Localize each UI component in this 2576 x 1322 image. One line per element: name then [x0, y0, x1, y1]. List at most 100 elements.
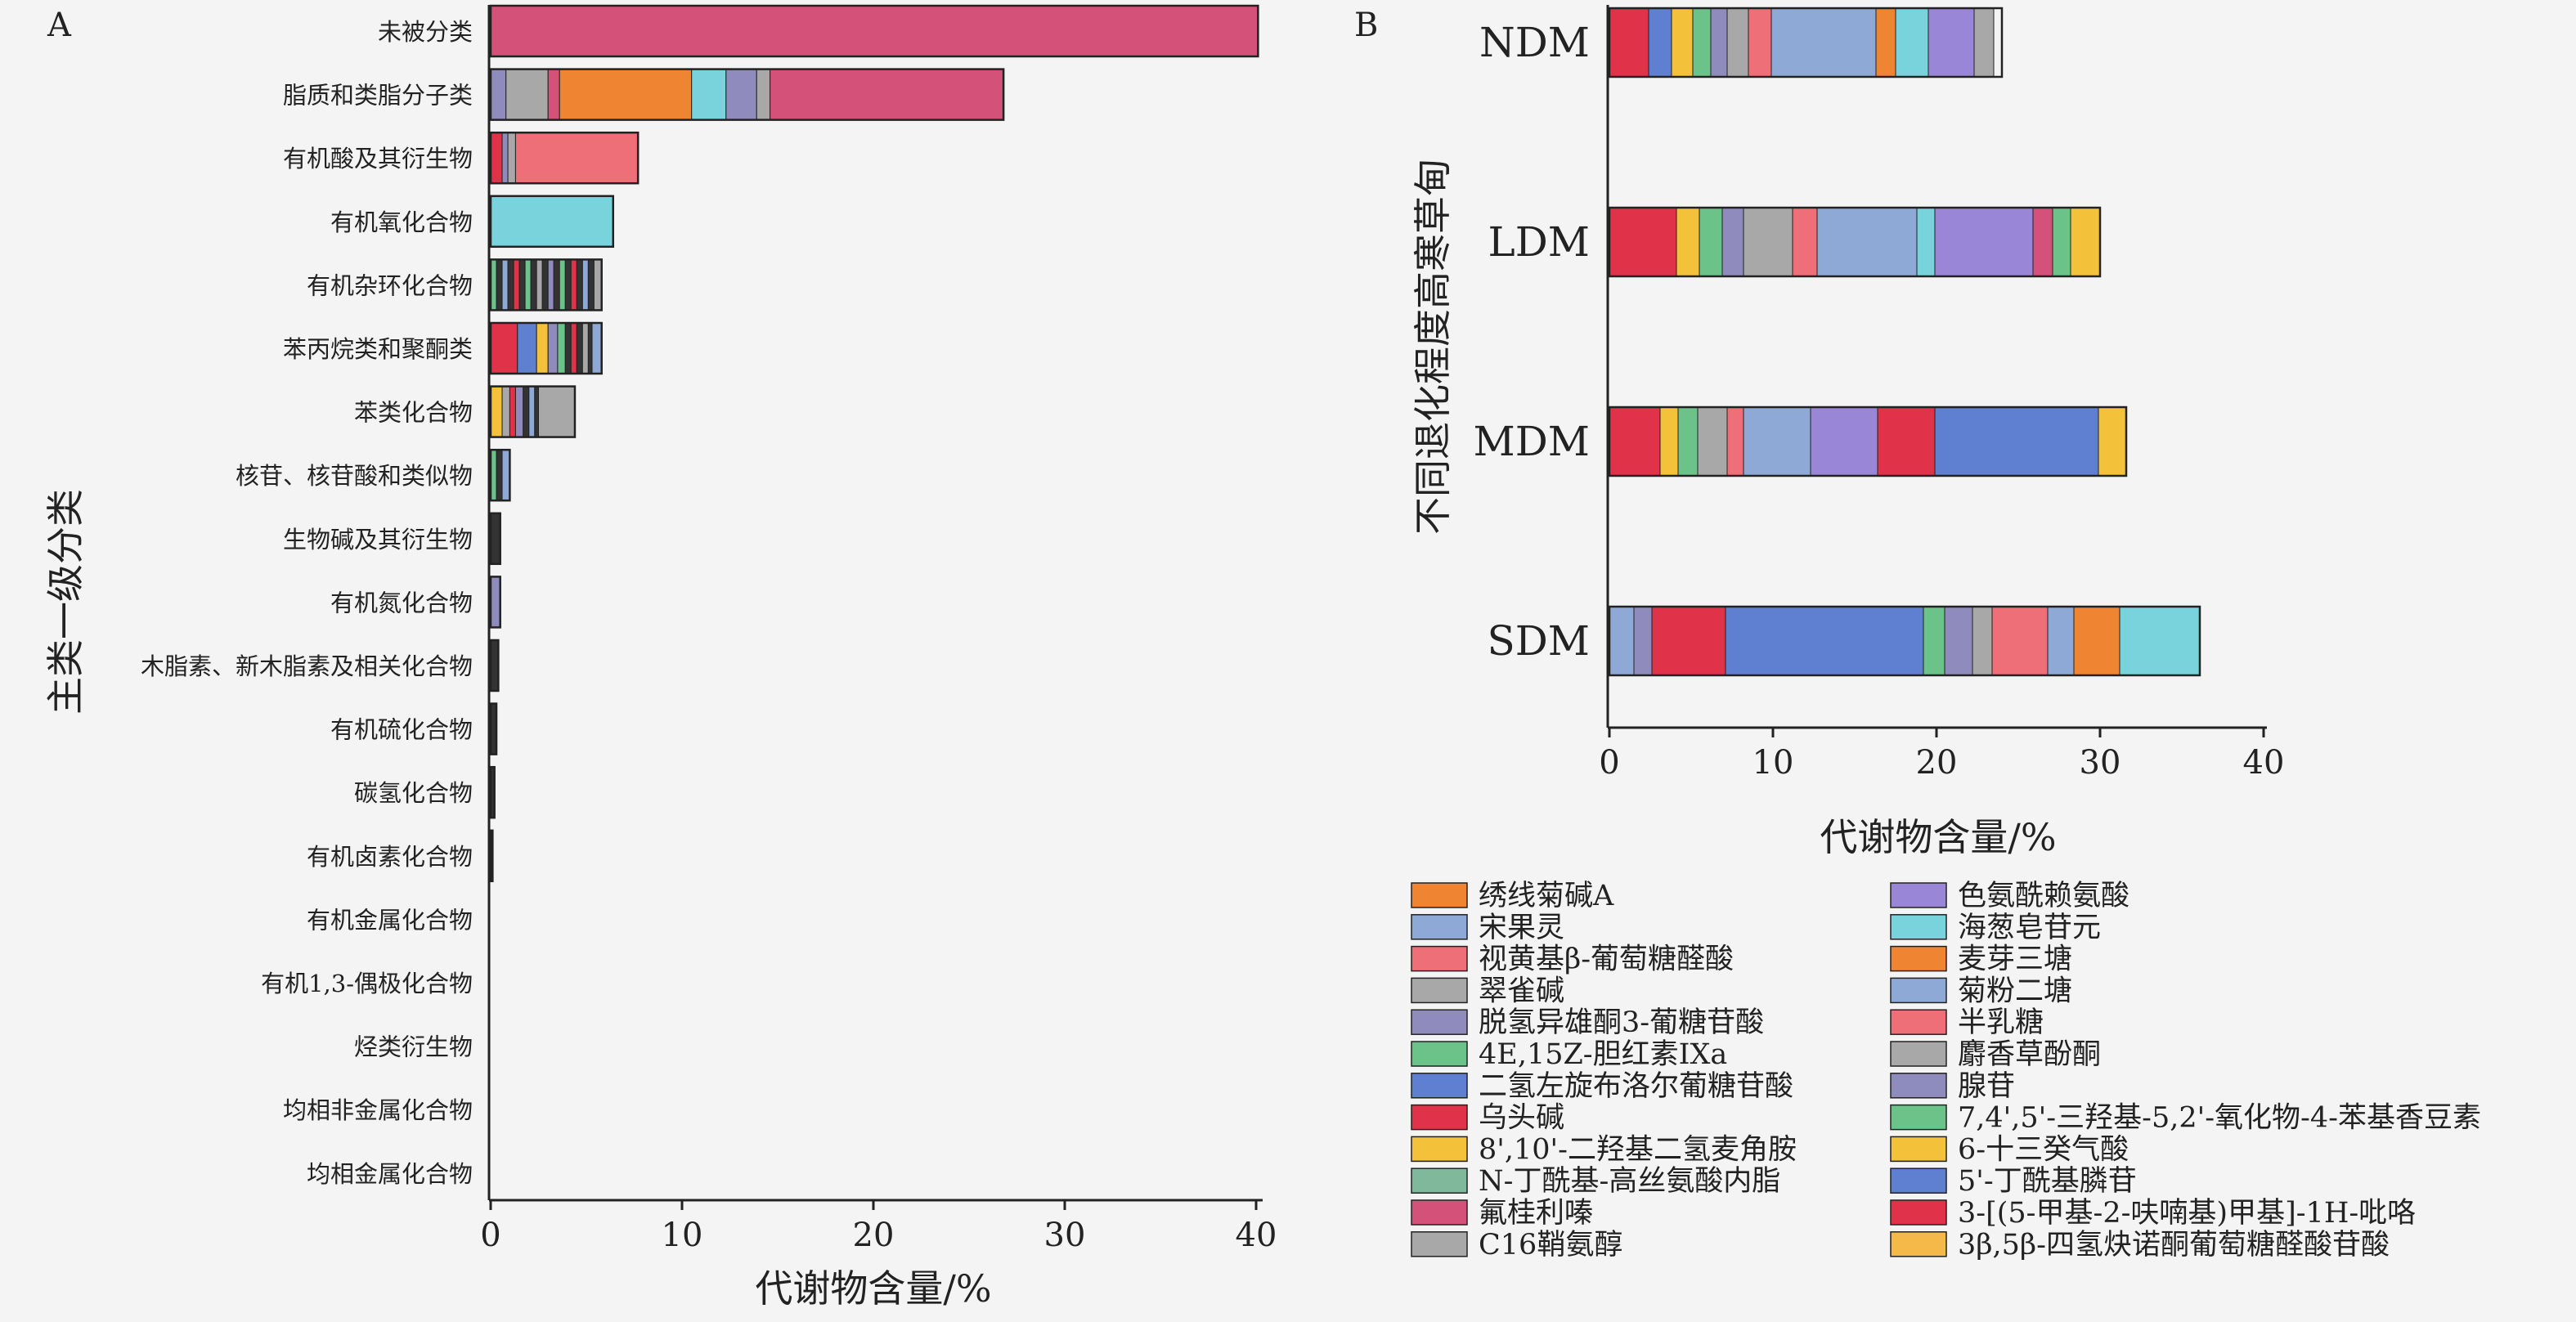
bar-segment: [509, 386, 516, 438]
bar-segment: [1725, 606, 1924, 676]
bar-segment: [534, 386, 540, 438]
bar-segment: [1699, 207, 1723, 277]
legend-label: 乌头碱: [1479, 1102, 1564, 1135]
bar-segment: [1923, 606, 1945, 676]
bar-segment: [1972, 606, 1993, 676]
bar-segment: [1692, 7, 1712, 78]
legend-swatch: [1411, 977, 1468, 1004]
bar-segment: [591, 322, 603, 374]
bar-segment: [513, 258, 520, 311]
bar-segment: [501, 132, 509, 184]
bar-segment: [518, 258, 526, 311]
legend-swatch: [1890, 1104, 1947, 1131]
legend-label: 绣线菊碱A: [1479, 880, 1614, 912]
legend-swatch: [1890, 1041, 1947, 1067]
bar-segment: [2052, 207, 2071, 277]
bar-segment: [557, 322, 566, 374]
legend-label: 色氨酰赖氨酸: [1958, 880, 2129, 912]
bar-outline: [489, 448, 511, 502]
bar-segment: [1816, 207, 1918, 277]
x-tick-label: 20: [853, 1217, 895, 1254]
bar-segment: [490, 639, 499, 692]
bar-segment: [2073, 606, 2120, 676]
legend-label: 海葱皂苷元: [1958, 912, 2101, 944]
bar-segment: [559, 69, 693, 121]
bar-segment: [1792, 207, 1818, 277]
legend-label: 麝香草酚酮: [1958, 1038, 2101, 1071]
bar-segment: [1710, 7, 1728, 78]
bar-segment: [559, 258, 566, 311]
bar-segment: [564, 258, 572, 311]
bar-segment: [501, 386, 510, 438]
bar-segment: [2047, 606, 2075, 676]
panel-b-legend: 绣线菊碱A宋果灵视黄基β-葡萄糖醛酸翠雀碱脱氢异雄酮3-葡糖苷酸4E,15Z-胆…: [1411, 880, 2481, 1262]
category-label: 有机杂环化合物: [307, 271, 473, 299]
bar-outline: [489, 321, 603, 375]
bar-segment: [536, 322, 549, 374]
category-label: 碳氢化合物: [354, 779, 473, 807]
legend-label: 3-[(5-甲基-2-呋喃基)甲基]-1H-吡咯: [1958, 1197, 2416, 1230]
category-label: 有机卤素化合物: [307, 843, 473, 871]
bar-segment: [2032, 207, 2053, 277]
panel-a-x-title: 代谢物含量/%: [755, 1266, 991, 1311]
bar-segment: [691, 69, 727, 121]
category-label: SDM: [1487, 617, 1590, 665]
bar-segment: [528, 386, 536, 438]
bar-segment: [587, 322, 593, 374]
bar-outline: [1608, 7, 2004, 78]
category-label: 苯类化合物: [354, 399, 473, 427]
category-label: 脂质和类脂分子类: [283, 82, 473, 110]
bar-segment: [547, 322, 559, 374]
bar-segment: [541, 258, 549, 311]
legend-label: 翠雀碱: [1479, 975, 1564, 1007]
category-label: 有机酸及其衍生物: [283, 145, 473, 173]
x-tick-label: 10: [1752, 744, 1794, 782]
legend-swatch: [1411, 1136, 1468, 1163]
category-label: 未被分类: [378, 18, 473, 46]
panel-b-y-title: 不同退化程度高寒草甸: [1411, 159, 1455, 535]
bar-segment: [490, 576, 501, 628]
bar-segment: [564, 322, 572, 374]
legend-swatch: [1890, 1136, 1947, 1163]
legend-swatch: [1411, 1231, 1468, 1257]
legend-label: 5'-丁酰基膦苷: [1958, 1165, 2137, 1198]
bar-outline: [489, 576, 501, 629]
legend-label: 麦芽三塘: [1958, 943, 2072, 976]
bar-outline: [489, 829, 494, 883]
bar-segment: [1651, 606, 1726, 676]
bar-segment: [1934, 406, 2099, 477]
legend-swatch: [1411, 882, 1468, 908]
x-tick-label: 30: [2080, 744, 2121, 782]
x-tick-label: 0: [480, 1217, 500, 1254]
category-label: 有机金属化合物: [307, 906, 473, 934]
bar-segment: [524, 258, 532, 311]
legend-label: N-丁酰基-高丝氨酸内脂: [1479, 1165, 1780, 1198]
bar-outline: [1608, 206, 2102, 278]
bar-segment: [1916, 207, 1936, 277]
bar-segment: [1609, 7, 1649, 78]
bar-segment: [1726, 406, 1744, 477]
bar-outline: [489, 68, 1005, 121]
panel-a-bars: [489, 4, 1259, 883]
category-label: 有机氮化合物: [330, 589, 473, 616]
panel-b-category-labels: NDM LDM MDM SDM: [1474, 19, 1590, 665]
bar-segment: [1743, 406, 1811, 477]
x-tick-label: 30: [1044, 1217, 1086, 1254]
category-label: 均相金属化合物: [307, 1160, 473, 1188]
bar-segment: [1928, 7, 1975, 78]
bar-segment: [1810, 406, 1878, 477]
bar-segment: [496, 258, 503, 311]
legend-swatch: [1890, 914, 1947, 940]
panel-b-x-ticks: 0 10 20 30 40: [1599, 728, 2284, 782]
bar-segment: [490, 69, 507, 121]
category-label: 木脂素、新木脂素及相关化合物: [141, 652, 473, 680]
bar-segment: [1934, 207, 2034, 277]
bar-segment: [570, 258, 577, 311]
legend-label: 腺苷: [1958, 1070, 2015, 1103]
bar-outline: [489, 385, 577, 438]
bar-segment: [507, 258, 514, 311]
panel-a-y-title: 主类一级分类: [43, 489, 88, 715]
panel-b-bars: [1608, 7, 2201, 677]
bar-segment: [538, 386, 576, 438]
panel-a-category-labels: 未被分类脂质和类脂分子类有机酸及其衍生物有机氧化合物有机杂环化合物苯丙烷类和聚酮…: [141, 18, 473, 1188]
